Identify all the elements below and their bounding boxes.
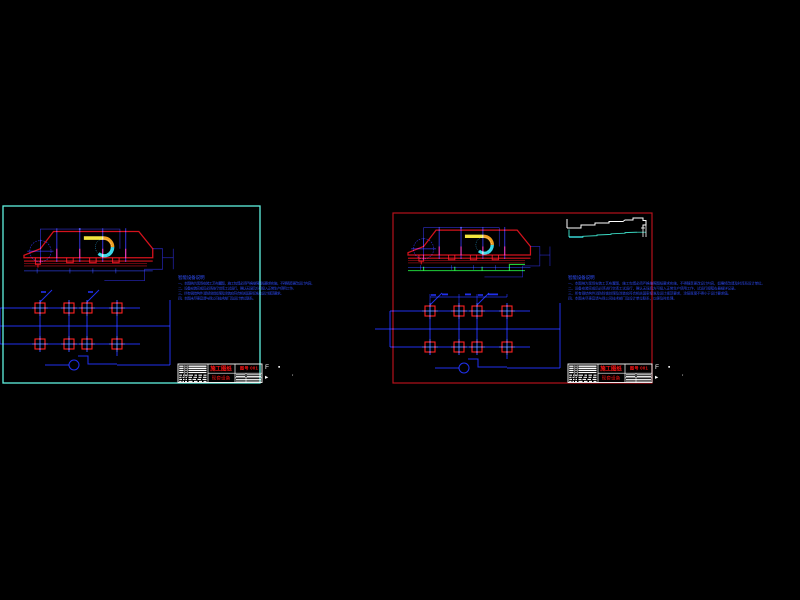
svg-text:F: F xyxy=(265,364,269,371)
svg-text:F: F xyxy=(655,364,659,371)
svg-text:▪: ▪ xyxy=(668,364,670,371)
svg-text:▪: ▪ xyxy=(278,364,280,371)
